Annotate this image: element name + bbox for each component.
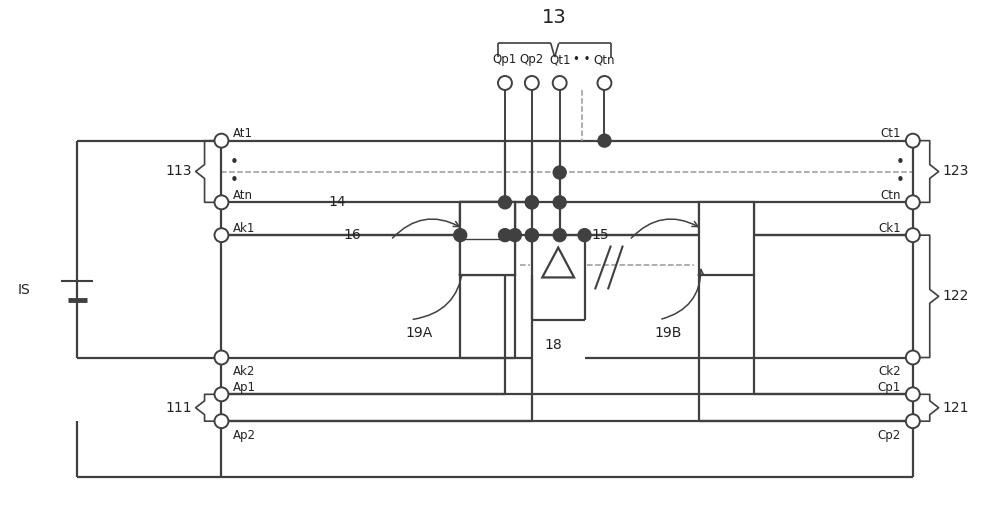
Text: 121: 121 — [943, 401, 969, 415]
Circle shape — [215, 196, 228, 209]
Text: Ck2: Ck2 — [878, 365, 901, 378]
Circle shape — [215, 350, 228, 365]
Circle shape — [215, 414, 228, 428]
Text: 13: 13 — [542, 8, 567, 27]
Circle shape — [499, 196, 511, 209]
Text: 113: 113 — [165, 164, 192, 179]
Text: 111: 111 — [165, 401, 192, 415]
Circle shape — [553, 196, 566, 209]
Circle shape — [525, 228, 538, 242]
Text: Ap2: Ap2 — [233, 429, 256, 441]
Text: Ap1: Ap1 — [233, 381, 256, 394]
Text: 15: 15 — [592, 228, 609, 242]
Circle shape — [906, 387, 920, 401]
Text: IS: IS — [18, 283, 30, 297]
Bar — [699, 202, 754, 275]
Text: Qp2: Qp2 — [520, 53, 544, 66]
Circle shape — [215, 134, 228, 148]
Text: Ak2: Ak2 — [233, 365, 256, 378]
Text: Qp1: Qp1 — [493, 53, 517, 66]
Text: Ct1: Ct1 — [880, 127, 901, 140]
Circle shape — [553, 166, 566, 179]
Text: Ck1: Ck1 — [878, 222, 901, 235]
Text: 18: 18 — [544, 338, 562, 351]
Circle shape — [454, 228, 467, 242]
Text: Ctn: Ctn — [880, 189, 901, 202]
Circle shape — [215, 387, 228, 401]
Text: Cp2: Cp2 — [878, 429, 901, 441]
Text: 16: 16 — [343, 228, 361, 242]
Circle shape — [525, 196, 538, 209]
Circle shape — [906, 134, 920, 148]
Circle shape — [508, 228, 521, 242]
Circle shape — [597, 76, 611, 90]
Text: Ak1: Ak1 — [233, 222, 256, 235]
Circle shape — [906, 228, 920, 242]
Text: •
•: • • — [896, 155, 905, 188]
Text: 14: 14 — [328, 196, 346, 209]
Circle shape — [906, 196, 920, 209]
Circle shape — [498, 76, 512, 90]
Text: Qt1: Qt1 — [549, 53, 570, 66]
Circle shape — [598, 134, 611, 147]
Circle shape — [499, 228, 511, 242]
Circle shape — [906, 414, 920, 428]
Text: 123: 123 — [943, 164, 969, 179]
Text: •
•: • • — [229, 155, 238, 188]
Circle shape — [578, 228, 591, 242]
Text: • •: • • — [573, 53, 591, 66]
Circle shape — [906, 350, 920, 365]
Text: At1: At1 — [233, 127, 253, 140]
Text: 19A: 19A — [405, 325, 433, 340]
Circle shape — [525, 76, 539, 90]
Text: 122: 122 — [943, 289, 969, 303]
Text: Cp1: Cp1 — [878, 381, 901, 394]
Text: Qtn: Qtn — [594, 53, 615, 66]
Circle shape — [215, 228, 228, 242]
Bar — [460, 202, 515, 275]
Circle shape — [553, 228, 566, 242]
Circle shape — [525, 196, 538, 209]
Text: 19B: 19B — [654, 325, 682, 340]
Circle shape — [553, 76, 567, 90]
Text: Atn: Atn — [233, 189, 253, 202]
Circle shape — [525, 228, 538, 242]
Bar — [460, 202, 515, 275]
